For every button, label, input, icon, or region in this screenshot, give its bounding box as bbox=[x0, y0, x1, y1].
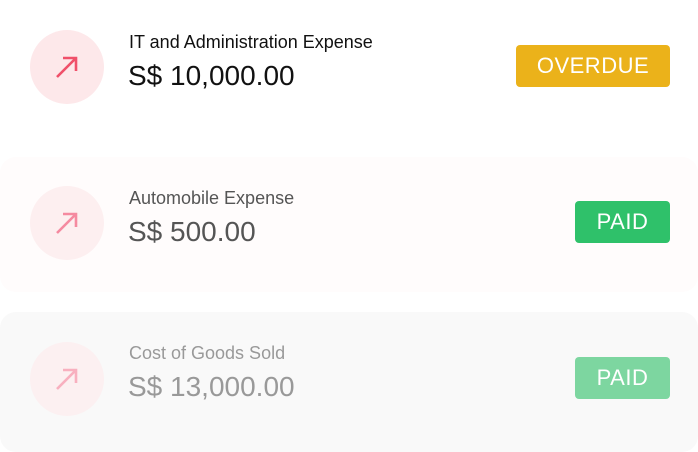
expense-amount: S$ 500.00 bbox=[128, 216, 256, 247]
expense-icon-circle bbox=[30, 186, 104, 260]
arrow-up-right-icon bbox=[56, 368, 78, 390]
expense-card-it-administration[interactable]: IT and Administration Expense S$ 10,000.… bbox=[0, 0, 698, 175]
expense-title: IT and Administration Expense bbox=[129, 32, 373, 52]
expense-icon-circle bbox=[30, 342, 104, 416]
expense-title: Cost of Goods Sold bbox=[129, 343, 286, 363]
expense-amount: S$ 10,000.00 bbox=[128, 60, 295, 91]
arrow-up-right-icon bbox=[56, 212, 78, 234]
arrow-up-right-icon bbox=[56, 56, 78, 78]
expense-icon-circle bbox=[30, 30, 104, 104]
status-badge-paid: PAID bbox=[575, 357, 670, 399]
status-badge-paid: PAID bbox=[575, 201, 670, 243]
status-badge-overdue: OVERDUE bbox=[516, 45, 670, 87]
expense-title: Automobile Expense bbox=[129, 188, 295, 208]
expense-card-automobile[interactable]: Automobile Expense S$ 500.00 PAID bbox=[0, 157, 698, 292]
expense-amount: S$ 13,000.00 bbox=[128, 371, 295, 402]
expense-card-cost-of-goods[interactable]: Cost of Goods Sold S$ 13,000.00 PAID bbox=[0, 312, 698, 452]
